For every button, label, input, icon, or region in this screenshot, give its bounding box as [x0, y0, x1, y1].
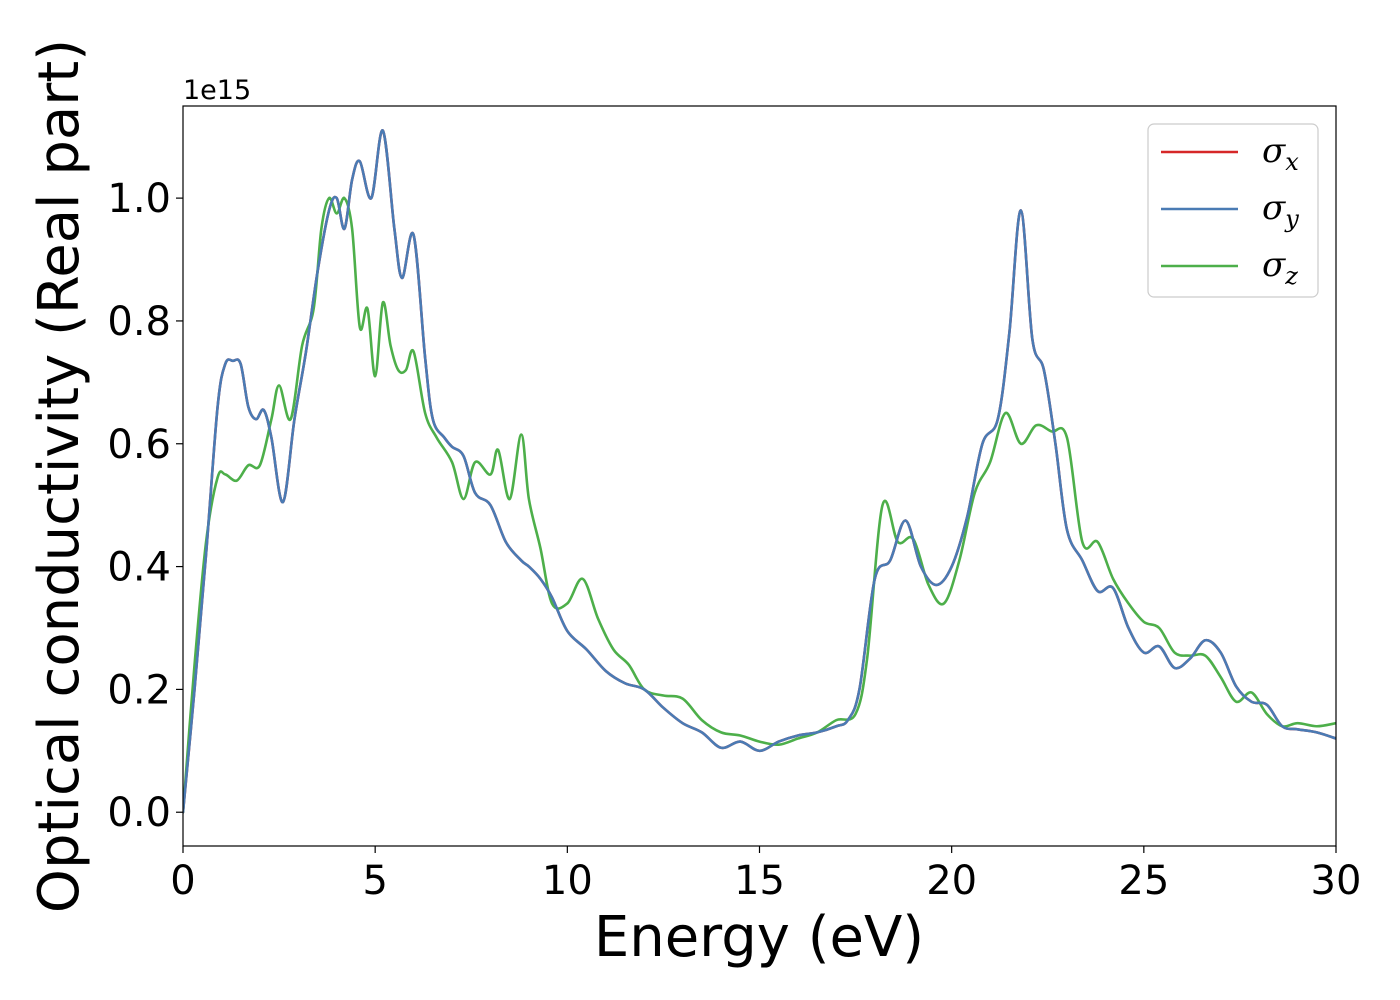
x-tick-label: 10	[542, 858, 593, 904]
x-tick-label: 15	[734, 858, 785, 904]
x-tick-label: 30	[1311, 858, 1362, 904]
legend-label-y: σy	[1262, 188, 1299, 233]
x-tick-label: 5	[362, 858, 387, 904]
y-tick-label: 1.0	[107, 176, 171, 222]
y-tick-label: 0.0	[107, 790, 171, 836]
legend: σx σy σz	[1147, 123, 1319, 298]
series-layer	[183, 129, 1336, 814]
y-axis-label: Optical conductivity (Real part)	[27, 39, 92, 913]
x-tick-label: 20	[926, 858, 977, 904]
x-tick-label: 25	[1118, 858, 1169, 904]
y-tick-label: 0.2	[107, 667, 171, 713]
legend-box	[1147, 123, 1319, 298]
series-line-z	[183, 196, 1336, 814]
series-line-y	[183, 129, 1336, 814]
y-offset-label: 1e15	[183, 75, 251, 106]
y-tick-label: 0.6	[107, 422, 171, 468]
x-axis-label: Energy (eV)	[594, 905, 924, 970]
plot-area	[183, 106, 1336, 846]
y-tick-label: 0.8	[107, 299, 171, 345]
legend-label-x: σx	[1262, 131, 1299, 176]
legend-label-z: σz	[1262, 245, 1298, 290]
x-axis: 0 5 10 15 20 25 30	[170, 846, 1361, 904]
y-axis: 0.0 0.2 0.4 0.6 0.8 1.0	[107, 176, 183, 836]
y-tick-label: 0.4	[107, 545, 171, 591]
x-tick-label: 0	[170, 858, 195, 904]
